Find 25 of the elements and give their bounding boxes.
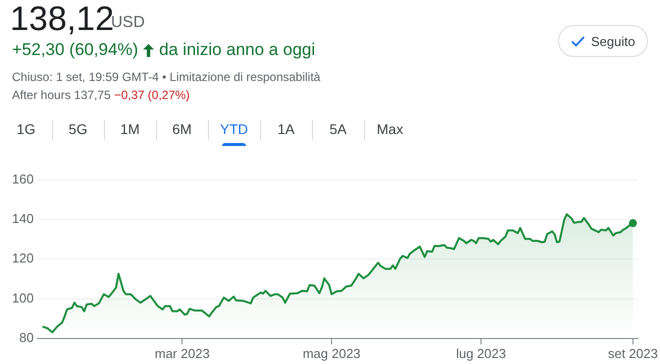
text: 5G: [52, 116, 104, 142]
x-tick-label: set 2023: [608, 346, 658, 361]
text: Chiuso: 1 set, 19:59 GMT-4 • Limitazione di responsabilità: [12, 70, 320, 84]
text: 5A: [312, 116, 364, 142]
x-tick-label: mar 2023: [154, 346, 210, 361]
text: 1M: [104, 116, 156, 142]
text: da inizio anno a oggi: [159, 40, 316, 60]
text: Seguito: [590, 34, 636, 48]
text: USD: [111, 14, 145, 31]
text: After hours 137,75: [12, 88, 111, 102]
text: Max: [364, 116, 416, 142]
chart-subtitle: +52,30 (60,94%): [12, 40, 138, 60]
y-tick-label: 160: [12, 171, 34, 186]
text: −0,37 (0,27%): [114, 88, 190, 102]
x-tick-label: lug 2023: [456, 346, 506, 361]
text: 6M: [156, 116, 208, 142]
chart-title: 138,12: [10, 0, 114, 39]
text: 1A: [260, 116, 312, 142]
x-tick-label: mag 2023: [302, 346, 361, 361]
y-tick-label: 140: [12, 211, 34, 226]
text: 1G: [16, 120, 36, 139]
y-tick-label: 80: [19, 330, 34, 345]
y-tick-label: 120: [12, 250, 34, 266]
y-tick-label: 100: [12, 290, 34, 306]
text: YTD: [208, 116, 260, 142]
